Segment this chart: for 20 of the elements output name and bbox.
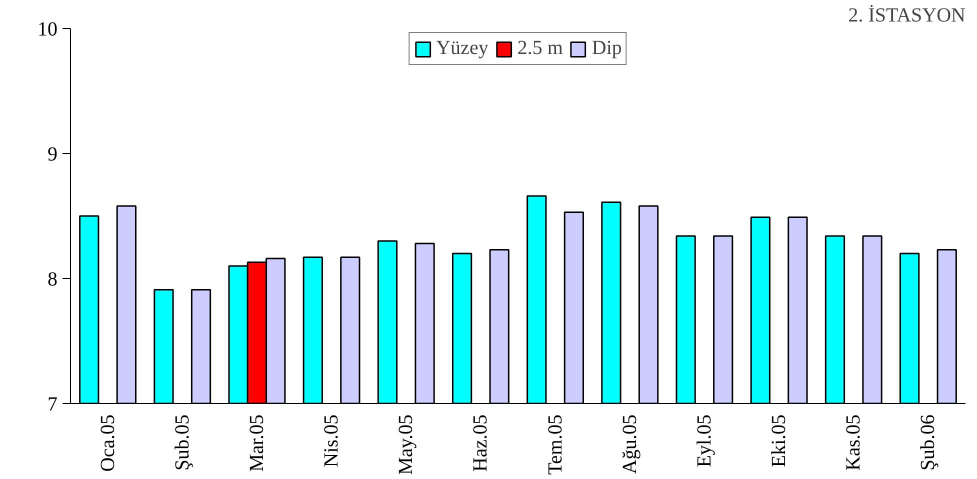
legend-label: Dip	[592, 37, 622, 60]
x-tick-label: Nis.05	[320, 414, 343, 468]
y-tick-label: 9	[48, 144, 58, 166]
x-tick-label: Mar.05	[246, 414, 268, 472]
y-tick-label: 8	[48, 268, 58, 290]
x-tick-label: Oca.05	[96, 414, 119, 472]
y-tick-label: 7	[48, 394, 58, 416]
legend-label: 2.5 m	[517, 37, 563, 60]
x-tick-label: Kas.05	[842, 414, 865, 471]
x-tick-label: Ağu.05	[618, 414, 641, 474]
x-tick-label: Şub.06	[917, 414, 940, 471]
chart-title: 2. İSTASYON	[848, 4, 966, 26]
x-tick-label: Eyl.05	[693, 414, 716, 468]
x-tick-label: Şub.05	[171, 414, 194, 471]
x-tick-label: Haz.05	[470, 414, 492, 472]
x-tick-label: Eki.05	[768, 414, 790, 468]
y-tick-label: 10	[38, 18, 58, 40]
x-tick-label: Tem.05	[544, 414, 566, 475]
legend-label: Yüzey	[436, 37, 488, 60]
x-tick-label: May.05	[395, 414, 418, 475]
